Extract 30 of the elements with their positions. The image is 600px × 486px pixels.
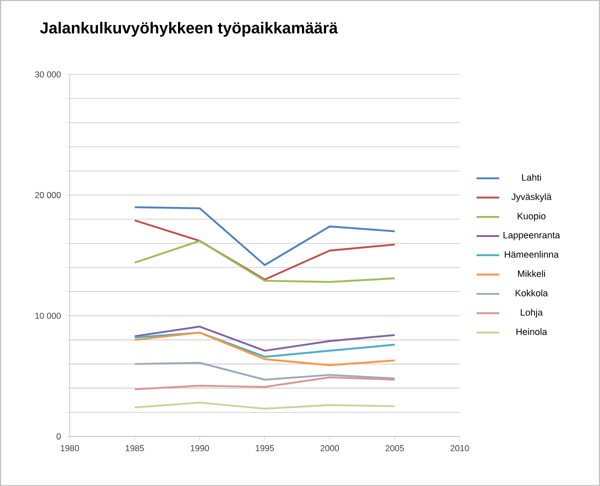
legend-label: Kokkola (516, 289, 548, 296)
line-series (134, 362, 396, 381)
line-series (134, 326, 396, 352)
legend-label: Jyväskylä (511, 193, 552, 202)
x-tick-label: 2005 (386, 445, 404, 452)
x-tick-label: 2010 (450, 445, 469, 452)
line-series (134, 376, 396, 390)
y-tick-label: 20 000 (35, 192, 61, 198)
line-series (134, 219, 396, 280)
legend-label: Lappeenranta (504, 232, 560, 240)
y-tick-label: 0 (56, 433, 61, 440)
legend-label: Heinola (516, 328, 548, 335)
line-series (134, 402, 396, 410)
legend-label: Kuopio (518, 212, 546, 222)
y-tick-label: 30 000 (35, 71, 61, 78)
chart-title: Jalankulkuvyöhykkeen työpaikkamäärä (40, 22, 338, 37)
x-tick-label: 1995 (256, 445, 274, 452)
x-tick-label: 1980 (60, 445, 79, 452)
legend-label: Lohja (520, 308, 543, 318)
line-series (134, 332, 396, 366)
y-tick-label: 10 000 (35, 312, 61, 319)
line-series (134, 206, 396, 266)
text: Lahti (522, 174, 541, 181)
x-tick-label: 1990 (190, 445, 209, 452)
legend-label: Hämeenlinna (504, 250, 559, 258)
legend-label: Mikkeli (518, 270, 545, 277)
line-series (134, 240, 396, 283)
line-series (134, 332, 396, 358)
x-tick-label: 1985 (126, 445, 144, 452)
x-tick-label: 2000 (320, 445, 339, 452)
